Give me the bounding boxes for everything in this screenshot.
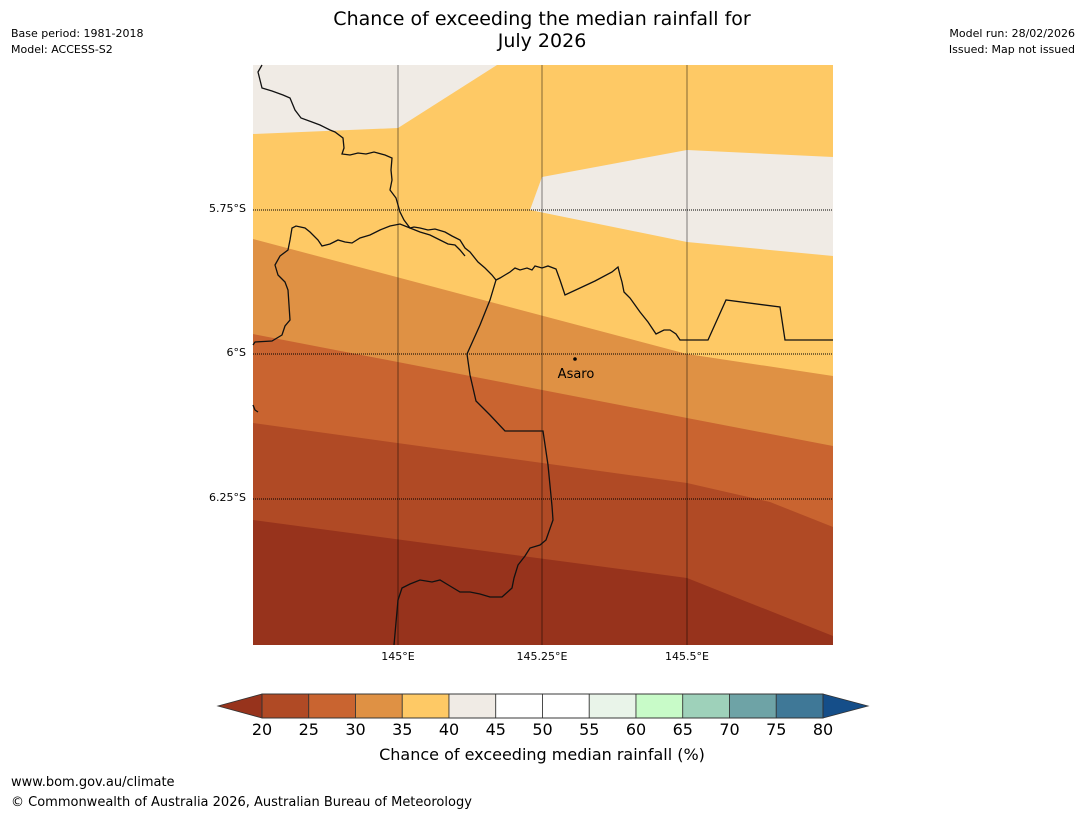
colorbar-tick-label: 70 xyxy=(719,720,740,739)
lat-label-6: 6°S xyxy=(226,346,246,359)
asaro-marker xyxy=(573,357,577,361)
lon-label-145-25: 145.25°E xyxy=(516,650,568,663)
colorbar-tick-label: 40 xyxy=(438,720,460,739)
metadata-left: Base period: 1981-2018 Model: ACCESS-S2 xyxy=(11,26,143,58)
lon-label-145: 145°E xyxy=(381,650,415,663)
boundary-west-stub xyxy=(252,404,259,413)
lat-label-5-75: 5.75°S xyxy=(209,202,246,215)
colorbar-cell xyxy=(635,693,684,719)
colorbar-cells xyxy=(261,693,824,719)
lat-label-6-25: 6.25°S xyxy=(209,491,246,504)
base-period-text: Base period: 1981-2018 xyxy=(11,27,144,40)
colorbar-cell xyxy=(261,693,310,719)
colorbar-under-arrow xyxy=(216,693,263,719)
colorbar-cell xyxy=(729,693,777,719)
band-40-45-northwest xyxy=(253,65,497,134)
map-title: Chance of exceeding the median rainfall … xyxy=(292,8,792,52)
colorbar-tick-label: 80 xyxy=(812,720,834,739)
colorbar-cell xyxy=(588,693,637,719)
colorbar-cell xyxy=(401,693,450,719)
colorbar-frame xyxy=(261,693,824,719)
band-35-40 xyxy=(253,65,833,376)
boundary-north xyxy=(257,64,833,341)
colorbar-label: Chance of exceeding median rainfall (%) xyxy=(379,745,705,764)
colorbar-cell xyxy=(542,693,590,719)
colorbar-tick-label: 65 xyxy=(672,720,693,739)
colorbar-cell xyxy=(495,693,543,719)
colorbar-tick-label: 50 xyxy=(532,720,553,739)
colorbar-tick-label: 55 xyxy=(579,720,600,739)
colorbar-tick-label: 60 xyxy=(625,720,647,739)
title-line-2: July 2026 xyxy=(497,30,587,52)
footer-copyright: © Commonwealth of Australia 2026, Austra… xyxy=(11,795,472,810)
model-text: Model: ACCESS-S2 xyxy=(11,43,113,56)
metadata-right: Model run: 28/02/2026 Issued: Map not is… xyxy=(949,26,1075,58)
band-40-45-northeast xyxy=(530,150,833,256)
colorbar-tick-label: 75 xyxy=(766,720,787,739)
colorbar xyxy=(216,693,870,719)
lon-label-145-5: 145.5°E xyxy=(665,650,709,663)
colorbar-cell xyxy=(682,693,730,719)
title-line-1: Chance of exceeding the median rainfall … xyxy=(333,8,751,30)
model-run-text: Model run: 28/02/2026 xyxy=(949,27,1075,40)
asaro-label: Asaro xyxy=(558,367,595,382)
footer-url: www.bom.gov.au/climate xyxy=(11,775,175,790)
colorbar-over-arrow xyxy=(822,693,870,719)
issued-text: Issued: Map not issued xyxy=(948,43,1075,56)
colorbar-tick-label: 45 xyxy=(485,720,506,739)
colorbar-cell xyxy=(775,693,824,719)
boundary-west-loop xyxy=(252,223,466,346)
colorbar-tick-label: 30 xyxy=(345,720,366,739)
colorbar-tick-label: 20 xyxy=(251,720,273,739)
province-boundaries xyxy=(252,64,833,646)
boundary-center-south xyxy=(393,279,554,646)
map-area: Asaro xyxy=(252,64,833,646)
colorbar-cell xyxy=(308,693,356,719)
colorbar-cell xyxy=(448,693,497,719)
colorbar-cell xyxy=(355,693,403,719)
colorbar-tick-label: 35 xyxy=(392,720,413,739)
colorbar-tick-label: 25 xyxy=(298,720,319,739)
